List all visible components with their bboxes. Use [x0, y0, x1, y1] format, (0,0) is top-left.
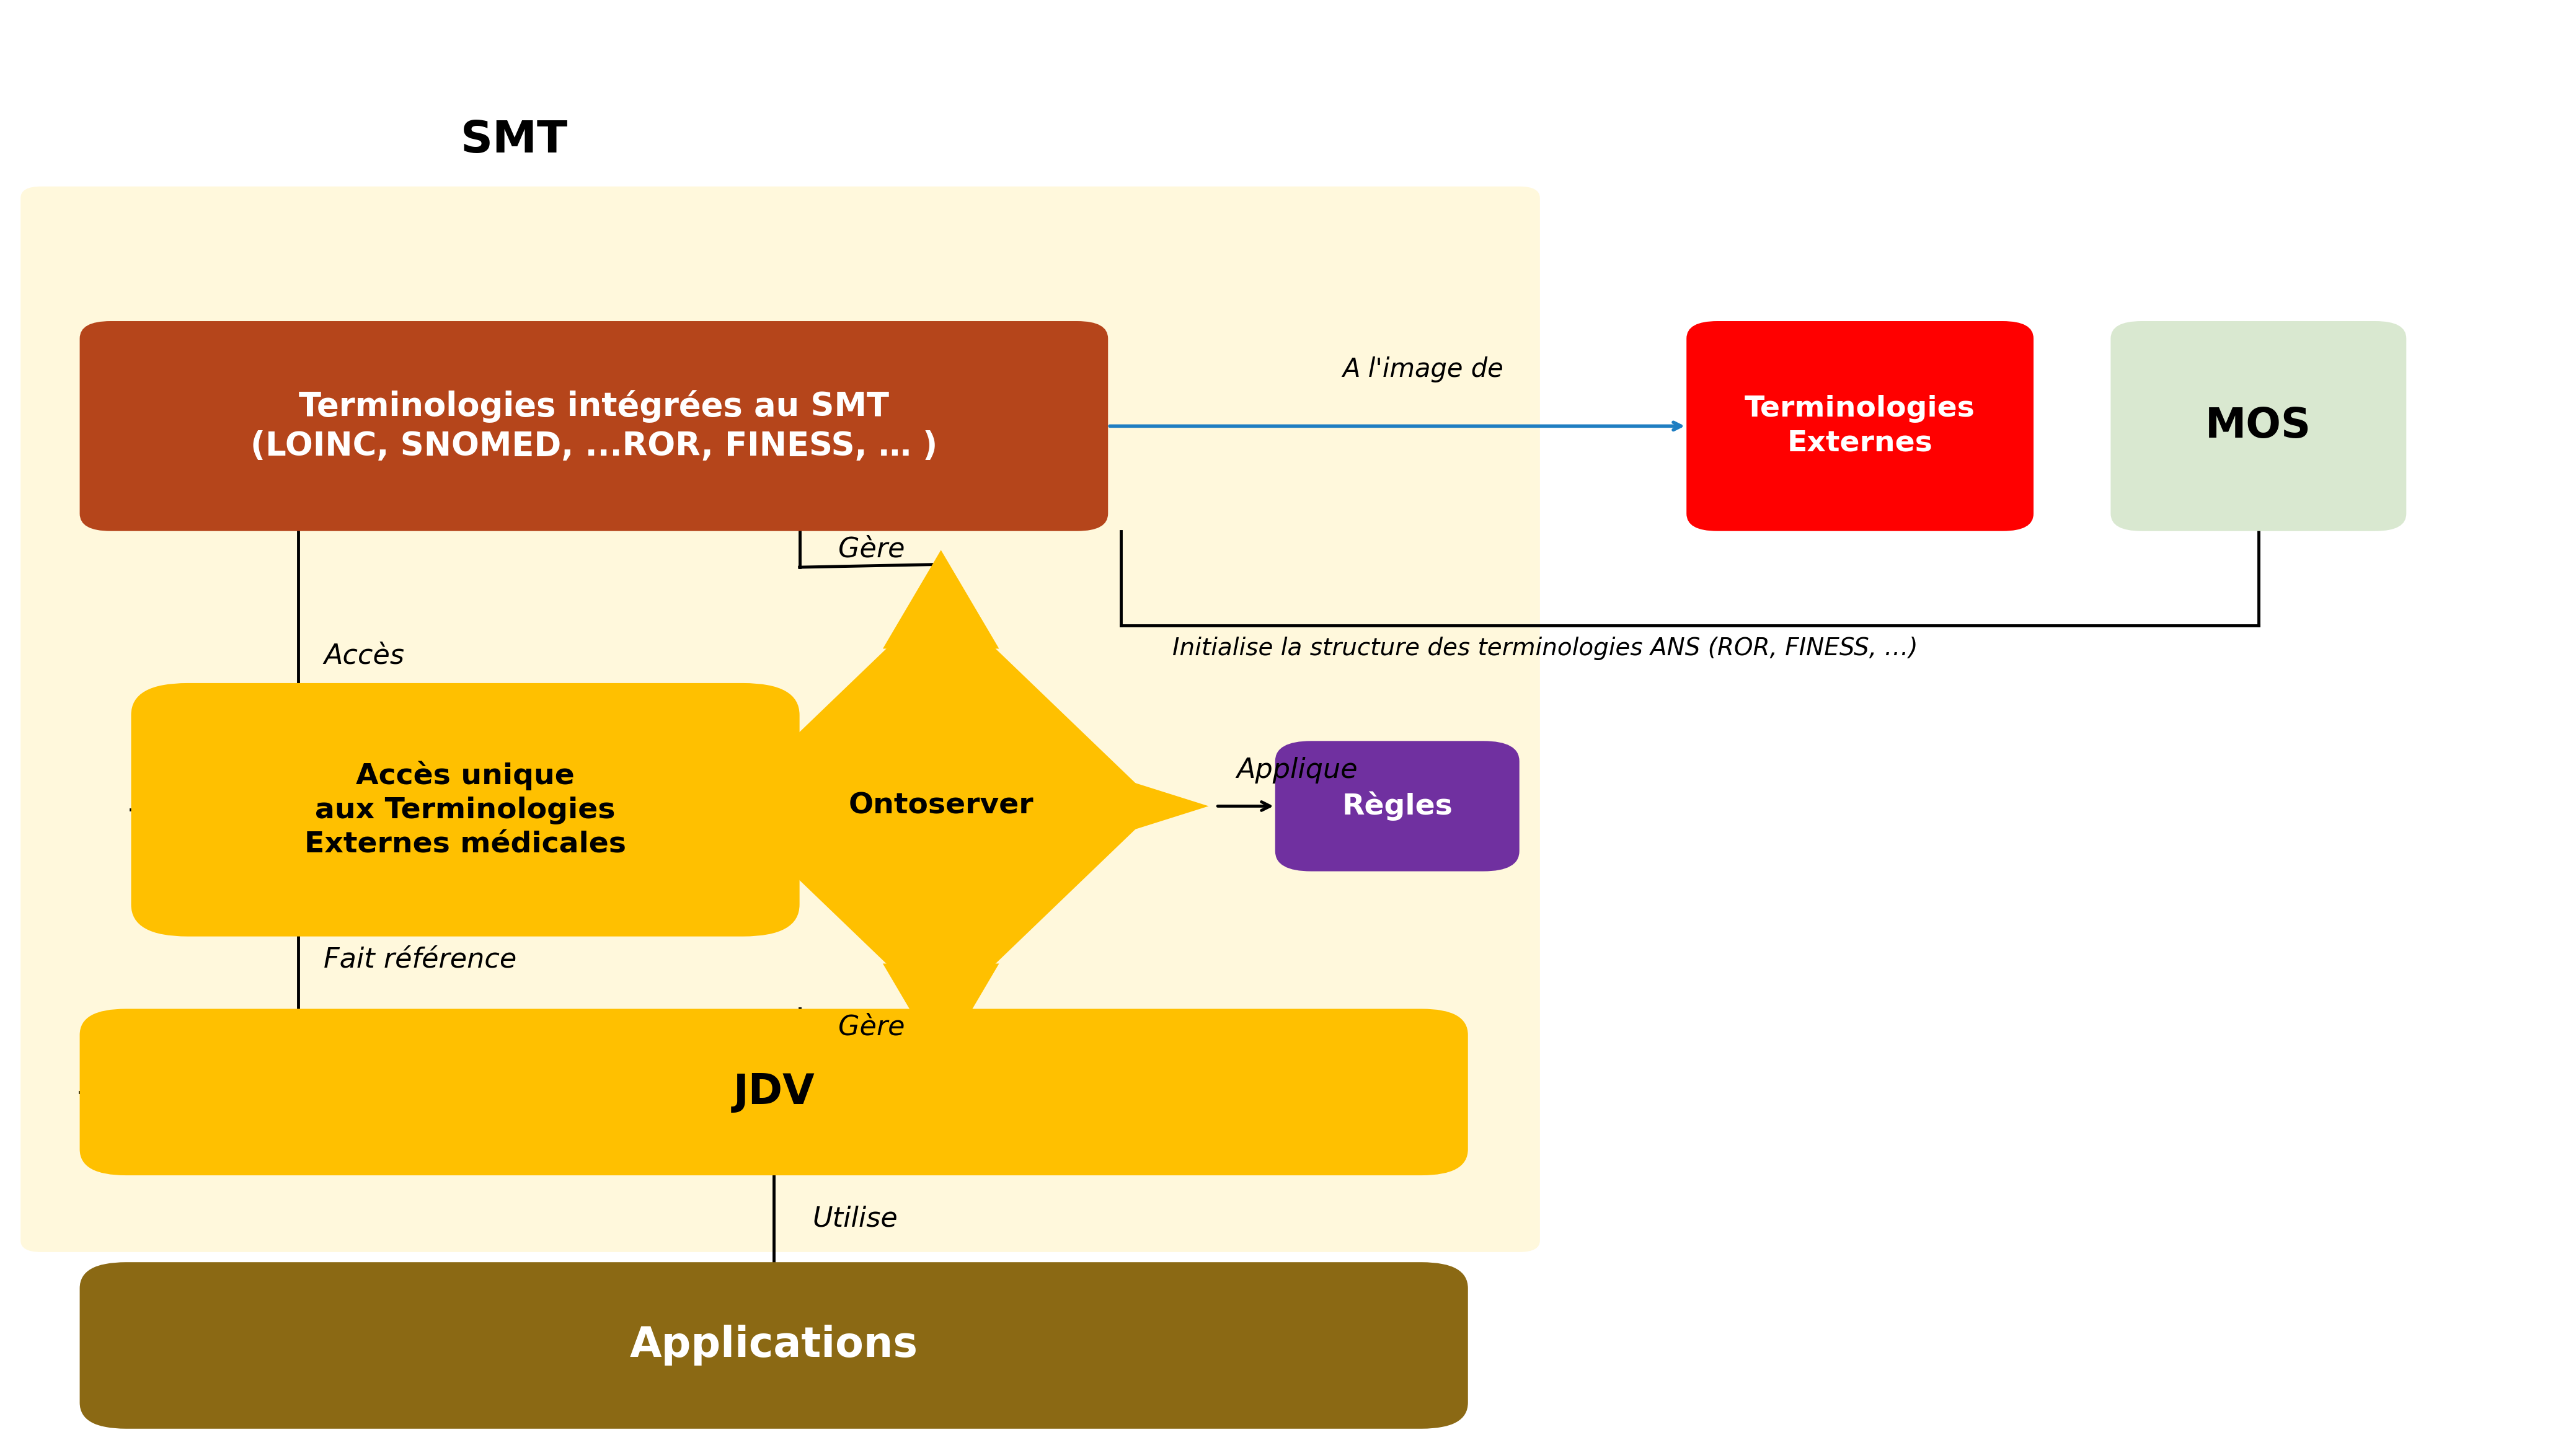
- Polygon shape: [721, 596, 1159, 1016]
- FancyBboxPatch shape: [80, 321, 1108, 530]
- FancyBboxPatch shape: [2110, 321, 2406, 530]
- FancyBboxPatch shape: [80, 1008, 1468, 1175]
- Polygon shape: [672, 773, 778, 838]
- Text: Terminologies
Externes: Terminologies Externes: [1744, 395, 1976, 458]
- Text: A l'image de: A l'image de: [1342, 356, 1504, 382]
- Text: Terminologies intégrées au SMT
(LOINC, SNOMED, ...ROR, FINESS, … ): Terminologies intégrées au SMT (LOINC, S…: [250, 389, 938, 462]
- Text: SMT: SMT: [461, 119, 567, 161]
- Text: JDV: JDV: [734, 1072, 814, 1113]
- FancyBboxPatch shape: [131, 683, 799, 936]
- Text: Applications: Applications: [629, 1325, 917, 1366]
- Polygon shape: [884, 551, 999, 648]
- Text: Accès: Accès: [325, 642, 404, 670]
- Text: Gère: Gère: [837, 1014, 904, 1040]
- Text: Initialise la structure des terminologies ANS (ROR, FINESS, …): Initialise la structure des terminologie…: [1172, 636, 1919, 660]
- FancyBboxPatch shape: [80, 1263, 1468, 1428]
- Polygon shape: [1105, 773, 1208, 838]
- Text: Ontoserver: Ontoserver: [848, 792, 1033, 819]
- Text: MOS: MOS: [2205, 405, 2311, 446]
- Text: Utilise: Utilise: [811, 1206, 899, 1232]
- Text: Fait référence: Fait référence: [325, 946, 518, 972]
- Polygon shape: [884, 963, 999, 1062]
- FancyBboxPatch shape: [1275, 741, 1520, 872]
- Text: Accès unique
aux Terminologies
Externes médicales: Accès unique aux Terminologies Externes …: [304, 760, 626, 859]
- Text: Applique: Applique: [1236, 757, 1358, 783]
- FancyBboxPatch shape: [21, 186, 1540, 1252]
- FancyBboxPatch shape: [1687, 321, 2032, 530]
- Text: Règles: Règles: [1342, 792, 1453, 821]
- Text: Gère: Gère: [837, 536, 904, 562]
